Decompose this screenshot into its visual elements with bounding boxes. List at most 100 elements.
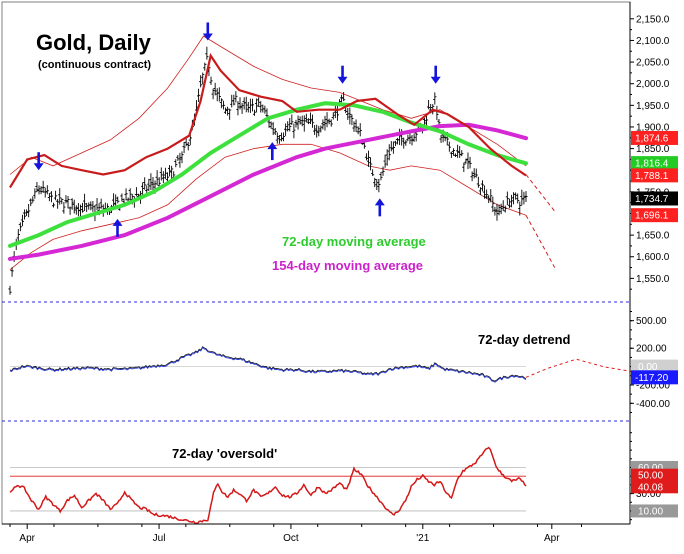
ohlc-bar — [491, 196, 495, 213]
price-last-value-bg — [631, 156, 678, 171]
oversold-last-value-bg — [631, 468, 678, 482]
price-last-value-label: 1,874.6 — [635, 133, 669, 144]
ohlc-bar — [37, 185, 41, 195]
price-ytick-label: 1,950.0 — [636, 101, 670, 112]
ohlc-bar — [33, 188, 37, 199]
ohlc-bar — [39, 186, 43, 195]
price-last-value-label: 1,696.1 — [635, 211, 669, 222]
ohlc-bar — [58, 188, 62, 205]
ohlc-bar — [389, 141, 393, 152]
ohlc-bar — [124, 188, 128, 201]
ohlc-bar — [99, 198, 103, 209]
ohlc-bar — [456, 144, 460, 158]
ohlc-bar — [201, 72, 205, 85]
ohlc-bar — [447, 141, 451, 152]
ohlc-bar — [45, 185, 49, 195]
ohlc-bar — [257, 97, 261, 107]
ohlc-bar — [62, 202, 66, 214]
ohlc-bar — [70, 198, 74, 210]
ohlc-bar — [352, 121, 356, 132]
price-ytick-label: 1,650.0 — [636, 231, 670, 242]
ohlc-bar — [410, 134, 414, 146]
projection-lower-line — [525, 214, 556, 268]
chart-subtitle: (continuous contract) — [38, 59, 151, 71]
price-ytick-label: 2,000.0 — [636, 79, 670, 90]
ohlc-bar — [478, 187, 483, 195]
detrend-last-value-label: -117.20 — [635, 373, 669, 384]
ma154-annotation: 154-day moving average — [272, 258, 423, 273]
ohlc-bar — [277, 134, 281, 144]
ohlc-bar — [47, 193, 51, 202]
ohlc-bar — [427, 99, 431, 110]
ohlc-bar — [366, 150, 371, 167]
ohlc-bar — [472, 168, 476, 179]
ohlc-bar — [350, 114, 354, 126]
ohlc-bar — [354, 119, 358, 132]
ohlc-bar — [60, 198, 64, 205]
ohlc-bar — [313, 125, 317, 135]
ohlc-bar — [404, 140, 408, 146]
ohlc-bar — [377, 178, 381, 193]
ohlc-bar — [439, 135, 443, 143]
ohlc-bar — [335, 105, 340, 121]
ohlc-bar — [74, 205, 78, 215]
oversold-last-value-label: 40.08 — [638, 482, 663, 493]
ohlc-bar — [385, 149, 389, 166]
price-last-value-bg — [631, 130, 678, 145]
price-last-value-box: 1,696.1 — [631, 208, 678, 223]
ohlc-bar — [176, 154, 180, 161]
ohlc-bar — [228, 108, 232, 120]
ohlc-bar — [433, 92, 437, 105]
ohlc-bar — [288, 118, 292, 132]
ohlc-bar — [487, 195, 491, 204]
up-arrow-icon — [374, 198, 385, 217]
ohlc-bar — [383, 154, 387, 168]
ohlc-bar — [516, 193, 520, 204]
ohlc-bar — [255, 98, 259, 113]
x-tick-label: '21 — [416, 533, 429, 544]
ohlc-bar — [53, 190, 58, 201]
ohlc-bar — [196, 88, 201, 102]
oversold-last-value-box: 40.08 — [631, 480, 678, 494]
ohlc-bar — [485, 189, 489, 199]
ohlc-bar — [182, 141, 186, 154]
ohlc-bar — [157, 177, 161, 188]
ohlc-bar — [51, 202, 56, 208]
oversold-last-value-label: 50.00 — [638, 471, 663, 482]
ohlc-bar — [35, 182, 39, 193]
ohlc-bar — [306, 118, 311, 125]
ohlc-bar — [72, 199, 76, 214]
price-ytick-label: 2,150.0 — [636, 14, 670, 25]
detrend-ytick-label: 500.00 — [636, 316, 667, 327]
ohlc-bar — [10, 267, 14, 277]
ohlc-bar — [503, 205, 507, 213]
price-last-value-box: 1,788.1 — [631, 168, 678, 183]
ohlc-bar — [203, 62, 207, 71]
ohlc-bar — [371, 169, 375, 177]
ohlc-bar — [286, 121, 290, 132]
price-last-value-label: 1,734.7 — [635, 194, 669, 205]
ohlc-bar — [364, 153, 369, 161]
ohlc-bar — [149, 173, 153, 190]
ohlc-bar — [165, 172, 170, 183]
ohlc-bar — [151, 177, 155, 192]
ohlc-bar — [89, 201, 93, 211]
ohlc-bar — [236, 101, 240, 116]
ma154-line — [8, 122, 528, 261]
price-last-value-box: 1,816.4 — [631, 156, 678, 171]
ohlc-bar — [348, 107, 352, 125]
ohlc-bar — [294, 119, 298, 128]
ohlc-bar — [284, 123, 288, 136]
down-arrow-head — [202, 33, 213, 41]
ohlc-bar — [302, 115, 306, 132]
ohlc-bar — [141, 182, 145, 195]
ma72-annotation: 72-day moving average — [282, 234, 426, 249]
ohlc-bar — [95, 198, 99, 211]
ohlc-bar — [331, 112, 335, 120]
x-tick-label: Oct — [283, 533, 299, 544]
ohlc-bar — [205, 46, 209, 60]
ohlc-bar — [143, 177, 147, 190]
ohlc-bar — [507, 198, 512, 209]
ohlc-bar — [474, 168, 478, 178]
ohlc-bar — [213, 82, 217, 96]
